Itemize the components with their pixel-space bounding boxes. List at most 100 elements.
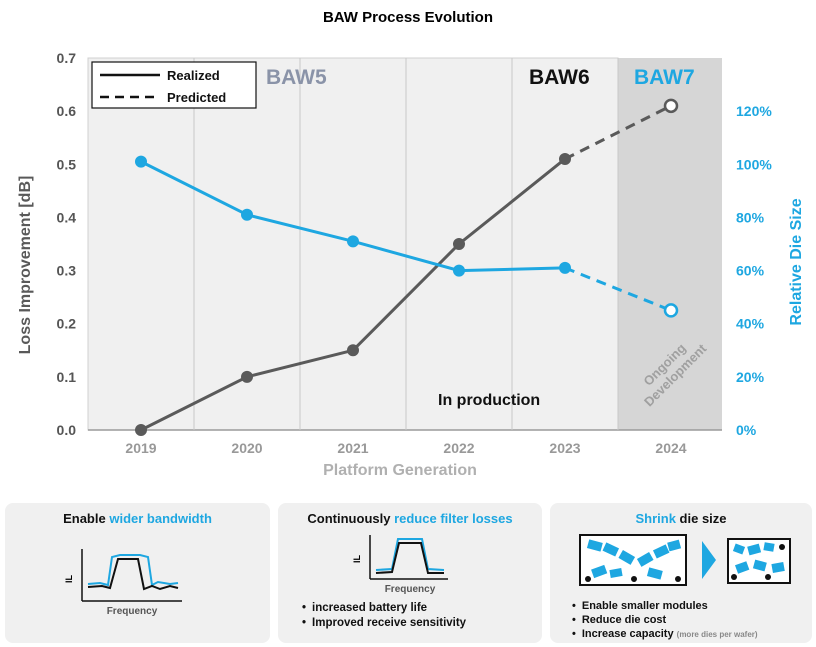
y2-tick-label: 20% [736, 369, 765, 385]
sketch-il-label: IL [64, 574, 74, 583]
legend-box [91, 61, 257, 109]
x-tick-label: 2021 [337, 440, 368, 456]
shrink-bullet-list: Enable smaller modules Reduce die cost I… [572, 599, 758, 642]
data-point [241, 208, 253, 221]
y2-axis-label: Relative Die Size [788, 198, 805, 325]
losses-bullet-list: increased battery life Improved receive … [302, 601, 466, 631]
x-tick-label: 2023 [549, 440, 580, 456]
region-label-baw5: BAW5 [266, 66, 327, 89]
list-item: increased battery life [302, 601, 466, 616]
legend-predicted-label: Predicted [167, 90, 226, 105]
resonator-shape [763, 542, 775, 552]
y2-tick-label: 80% [736, 209, 765, 225]
resonator-shape [609, 568, 623, 578]
panel-title-suffix: die size [675, 511, 727, 526]
die-pad [675, 576, 681, 582]
x-tick-label: 2019 [125, 440, 156, 456]
region-label-baw7: BAW7 [634, 66, 695, 89]
resonator-shape [591, 564, 608, 579]
y-tick-label: 0.1 [57, 369, 77, 385]
panel-title-accent: reduce filter losses [394, 511, 513, 526]
panel-reduce-losses: Continuously reduce filter losses IL Fre… [278, 503, 542, 643]
resonator-shape [734, 561, 750, 574]
die-pad [779, 544, 785, 550]
y-tick-label: 0.5 [57, 156, 77, 172]
data-point [347, 344, 359, 357]
panel-title-accent: wider bandwidth [109, 511, 212, 526]
panel-wider-bandwidth: Enable wider bandwidth IL Frequency [5, 503, 270, 643]
data-point [347, 235, 359, 248]
baw7-region [618, 58, 722, 430]
resonator-shape [667, 539, 682, 552]
y-tick-label: 0.0 [57, 422, 77, 438]
y-tick-label: 0.3 [57, 263, 77, 279]
series-line-predicted [564, 266, 672, 312]
panel-title-accent: Shrink [635, 511, 676, 526]
panel-reduce-losses-title: Continuously reduce filter losses [278, 511, 542, 526]
y-axis-label: Loss Improvement [dB] [17, 176, 34, 355]
series-line-predicted [564, 104, 672, 161]
sketch-frequency-label: Frequency [385, 584, 436, 595]
chart-title: BAW Process Evolution [323, 9, 493, 26]
list-item: Reduce die cost [572, 613, 758, 627]
resonator-shape [732, 543, 746, 555]
resonator-shape [652, 544, 670, 559]
bandwidth-filter-sketch: IL Frequency [64, 549, 182, 617]
data-point [135, 155, 147, 168]
die-shrink-illustration [579, 534, 791, 586]
sketch-curve-reference [375, 542, 444, 574]
list-item: Increase capacity (more dies per wafer) [572, 627, 758, 642]
panel-shrink-die: Shrink die size E [550, 503, 812, 643]
die-pad [585, 576, 591, 582]
data-point [453, 238, 465, 250]
data-point [559, 152, 571, 165]
sketch-curve-wide [87, 554, 179, 587]
y2-tick-label: 120% [736, 103, 772, 119]
y-tick-label: 0.7 [57, 50, 77, 66]
annotation-in-production: In production [438, 392, 540, 409]
legend-realized-label: Realized [167, 68, 220, 83]
resonator-shape [586, 539, 603, 552]
data-point [453, 264, 465, 277]
list-item: Enable smaller modules [572, 599, 758, 613]
data-point [135, 424, 147, 436]
sketch-curve-narrow [87, 558, 179, 591]
panel-title-prefix: Enable [63, 511, 110, 526]
data-point [663, 303, 679, 318]
arrow-right-icon [702, 541, 716, 579]
x-tick-label: 2024 [655, 440, 686, 456]
x-tick-label: 2020 [231, 440, 262, 456]
sketch-curve-low-loss [375, 538, 445, 571]
resonator-shape [771, 562, 785, 573]
list-item: Improved receive sensitivity [302, 616, 466, 631]
resonator-shape [646, 567, 663, 580]
panel-wider-bandwidth-title: Enable wider bandwidth [5, 511, 270, 526]
resonator-shape [636, 552, 654, 567]
data-point [663, 98, 679, 114]
die-pad [731, 574, 737, 580]
losses-filter-sketch: IL Frequency [352, 535, 448, 595]
data-point [559, 261, 571, 274]
y2-tick-label: 100% [736, 156, 772, 172]
y2-tick-label: 60% [736, 263, 765, 279]
y2-tick-label: 0% [736, 422, 757, 438]
resonator-shape [747, 543, 762, 556]
die-pad [765, 574, 771, 580]
legend: Realized Predicted [91, 61, 257, 109]
resonator-shape [752, 559, 767, 572]
y-tick-label: 0.4 [57, 209, 77, 225]
chart: BAW Process Evolution 0.0 0.1 0.2 0.3 0.4 0.5… [17, 9, 805, 479]
resonator-shape [618, 550, 636, 565]
resonator-shape [602, 542, 620, 557]
sketch-frequency-label: Frequency [107, 606, 158, 617]
y2-tick-label: 40% [736, 316, 765, 332]
x-axis-label: Platform Generation [323, 462, 477, 479]
panel-shrink-die-title: Shrink die size [550, 511, 812, 526]
bullet-text: Increase capacity [581, 628, 674, 640]
panel-title-prefix: Continuously [307, 511, 395, 526]
data-point [241, 370, 253, 383]
bullet-note: (more dies per wafer) [676, 630, 758, 639]
y-tick-label: 0.2 [57, 316, 77, 332]
die-pad [631, 576, 637, 582]
x-tick-label: 2022 [443, 440, 474, 456]
